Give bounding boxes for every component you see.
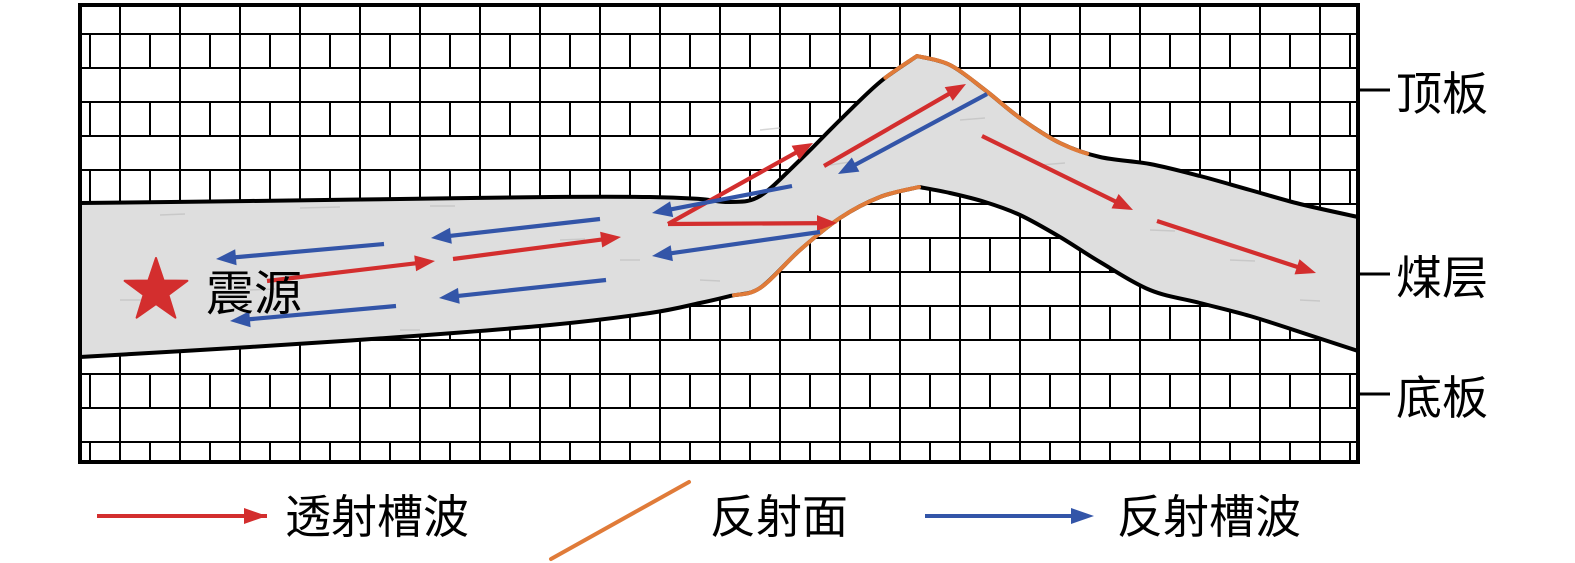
svg-text:透射槽波: 透射槽波 (285, 492, 469, 543)
svg-text:煤层: 煤层 (1396, 253, 1488, 304)
svg-text:震源: 震源 (206, 268, 302, 321)
svg-text:底板: 底板 (1396, 373, 1488, 424)
svg-text:顶板: 顶板 (1396, 69, 1488, 120)
svg-text:反射面: 反射面 (710, 492, 848, 543)
svg-text:反射槽波: 反射槽波 (1117, 492, 1301, 543)
